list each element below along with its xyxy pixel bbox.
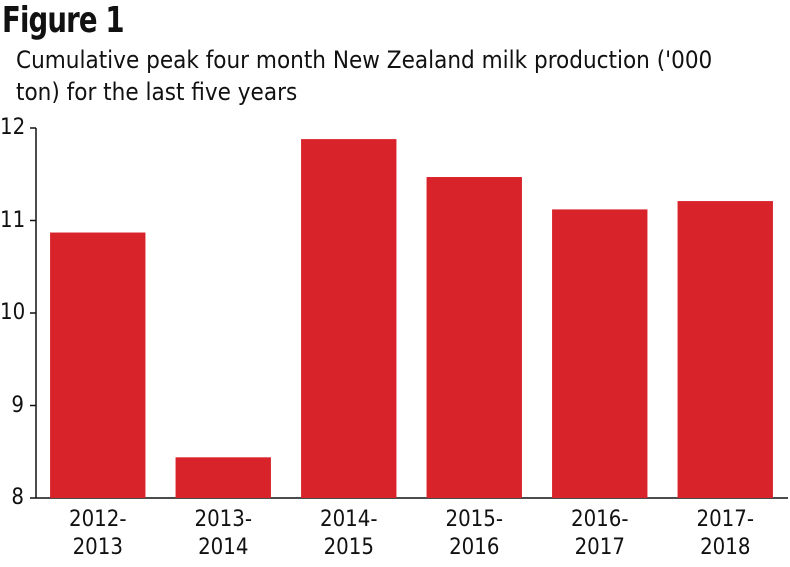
bar: [301, 139, 397, 498]
y-tick-label: 9: [11, 392, 24, 418]
x-tick-label: 2014-2015: [319, 507, 378, 560]
x-tick-label: 2017-2018: [696, 507, 754, 560]
chart-title: Figure 1: [2, 0, 125, 41]
bar: [426, 177, 522, 498]
y-tick-label: 8: [11, 485, 24, 510]
x-tick-label: 2013-2014: [194, 507, 252, 560]
x-tick-label: 2015-2016: [445, 507, 503, 560]
y-tick-label: 12: [0, 115, 26, 140]
bar: [175, 457, 271, 498]
x-tick-label: 2012-2013: [68, 507, 127, 560]
bar: [677, 201, 773, 498]
y-tick-label: 10: [0, 300, 26, 325]
chart-subtitle: Cumulative peak four month New Zealand m…: [16, 46, 713, 106]
bar: [50, 232, 146, 498]
x-tick-label: 2016-2017: [570, 507, 629, 560]
y-tick-label: 11: [0, 207, 26, 233]
bar: [552, 209, 648, 498]
